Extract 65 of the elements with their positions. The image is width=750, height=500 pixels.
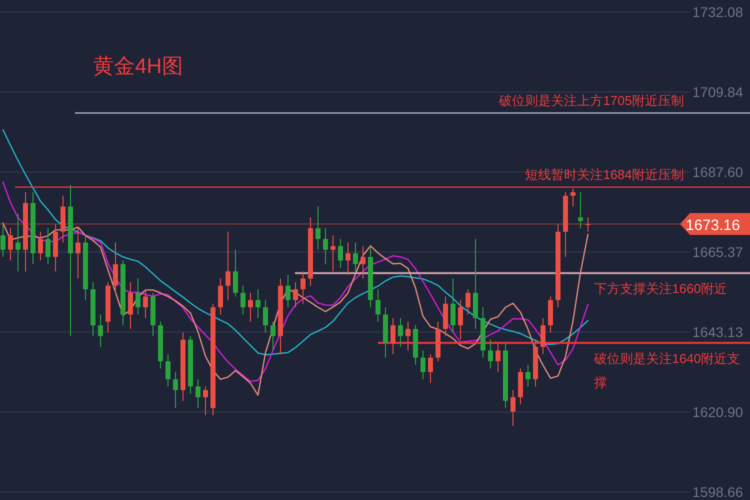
- y-tick-label: 1598.66: [692, 484, 744, 500]
- candlestick: [0, 224, 6, 258]
- candlestick: [16, 213, 20, 272]
- candlestick: [46, 228, 50, 265]
- text: 黄金4H图: [93, 55, 183, 78]
- candlestick: [143, 288, 148, 319]
- candlestick: [203, 386, 208, 416]
- candlestick: [248, 292, 253, 322]
- ref-line-label: 破位则是关注上方1705附近压制: [498, 93, 684, 108]
- candlestick: [256, 288, 260, 319]
- candlestick: [166, 354, 170, 387]
- candlestick: [263, 300, 268, 333]
- candlestick: [338, 238, 343, 268]
- candlestick: [458, 300, 463, 340]
- candlestick: [173, 372, 178, 409]
- candlestick: [316, 206, 320, 250]
- candlestick: [233, 249, 238, 298]
- candlestick: [270, 321, 276, 351]
- line-series: [2, 181, 589, 382]
- candlestick: [360, 246, 366, 280]
- candlestick: [390, 318, 396, 355]
- candlestick: [540, 318, 546, 355]
- candlestick: [496, 342, 500, 373]
- candlestick: [113, 242, 118, 294]
- candlestick: [376, 288, 380, 322]
- candlestick: [420, 350, 426, 380]
- candlestick: [218, 278, 223, 315]
- candlestick: [76, 228, 80, 280]
- candlestick: [570, 188, 576, 208]
- candlestick: [450, 278, 456, 333]
- candlestick: [488, 339, 493, 369]
- candlestick: [196, 378, 200, 409]
- line-series: [2, 222, 589, 396]
- candlestick: [578, 192, 583, 229]
- candlestick: [406, 321, 410, 351]
- y-tick-label: 1643.13: [692, 324, 744, 340]
- candlestick: [128, 282, 133, 330]
- y-tick-label: 1665.37: [692, 244, 744, 260]
- y-tick-label: 1620.90: [692, 404, 744, 420]
- candlestick: [286, 274, 290, 308]
- candlestick: [8, 228, 13, 262]
- candlestick: [98, 314, 103, 348]
- candlestick: [38, 231, 43, 262]
- candlestick: [136, 278, 140, 315]
- y-tick-label: 1709.84: [692, 84, 744, 100]
- y-tick-label: 1687.60: [692, 164, 744, 180]
- candlestick: [240, 285, 246, 315]
- y-tick-label: 1732.08: [692, 4, 744, 20]
- ref-line-label: 短线暂时关注1684附近压制: [525, 167, 684, 182]
- candlestick: [330, 234, 336, 272]
- ref-line-label: 1673.16: [686, 216, 740, 234]
- line-series: [2, 129, 589, 356]
- candlestick: [428, 354, 433, 384]
- ref-line-label: 破位则是关注1640附近支撑: [594, 350, 741, 392]
- candlestick: [293, 282, 298, 308]
- candlestick: [300, 270, 306, 304]
- candlestick: [346, 242, 350, 276]
- candlestick: [353, 242, 358, 272]
- candlestick: [323, 228, 328, 265]
- ref-line-label: 下方支撑关注1660附近: [594, 280, 728, 298]
- candlestick: [226, 231, 230, 301]
- candlestick: [466, 288, 470, 315]
- candlestick: [510, 390, 516, 427]
- candlestick: [398, 318, 403, 348]
- candlestick: [526, 364, 530, 387]
